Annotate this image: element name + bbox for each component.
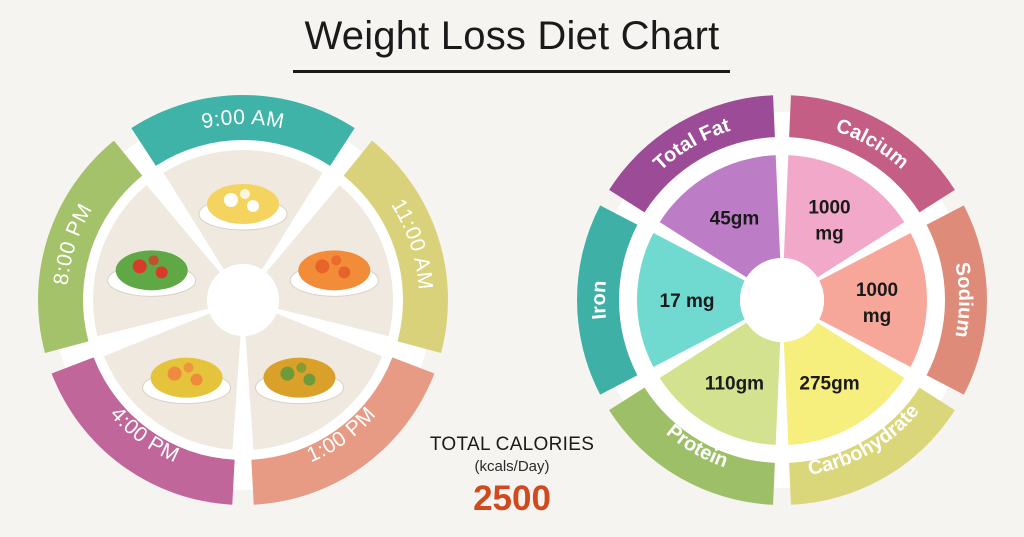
calories-value: 2500 [473,479,551,518]
meal-time-band [131,95,355,166]
nutrient-wedge [659,155,781,278]
nutrient-band [789,95,955,213]
nutrient-value: 17 mg [660,291,715,312]
nutrient-value: 1000 mg [808,198,850,245]
meal-time-band [343,140,448,354]
nutrient-value: 275gm [799,373,859,394]
nutrient-band [576,205,638,395]
meal-wheel-center [207,264,279,336]
nutrient-band [609,387,775,505]
nutrient-wedge [783,155,905,278]
meal-time-band [251,357,435,505]
nutrient-wedge [819,233,927,367]
nutrient-band [926,205,988,395]
calories-label: TOTAL CALORIES [429,434,595,455]
salad-icon-illustration [107,250,197,297]
nutrient-wedge [637,233,745,367]
nutrient-name: Iron [588,280,611,321]
nutrient-value: 45gm [710,209,760,230]
nutrient-wedge [659,322,781,445]
nutrient-band [789,387,955,505]
meal-time-band [38,140,143,354]
total-calories: TOTAL CALORIES (kcals/Day) 2500 [412,434,612,519]
calories-unit: (kcals/Day) [474,458,550,475]
nutrient-wedge [783,322,905,445]
boiled-eggs-icon-illustration [198,184,288,231]
nutrient-band [609,95,775,213]
title-underline [293,70,730,73]
nutrient-value: 1000 mg [856,280,898,327]
papaya-icon-illustration [289,250,379,297]
nutrient-name: Sodium [950,261,976,340]
nutrient-wheel-center [740,258,824,342]
lentil-soup-icon-illustration [254,357,344,405]
page-title: Weight Loss Diet Chart [304,14,720,58]
meal-time-band [51,357,235,505]
nutrient-value: 110gm [705,373,764,394]
vegetable-soup-icon-illustration [142,357,232,405]
